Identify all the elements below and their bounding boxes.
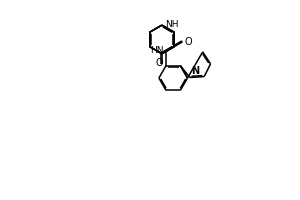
Text: O: O [155,58,163,68]
Text: O: O [185,37,193,47]
Text: HN: HN [150,46,164,55]
Text: N: N [191,66,199,76]
Text: NH: NH [166,20,179,29]
